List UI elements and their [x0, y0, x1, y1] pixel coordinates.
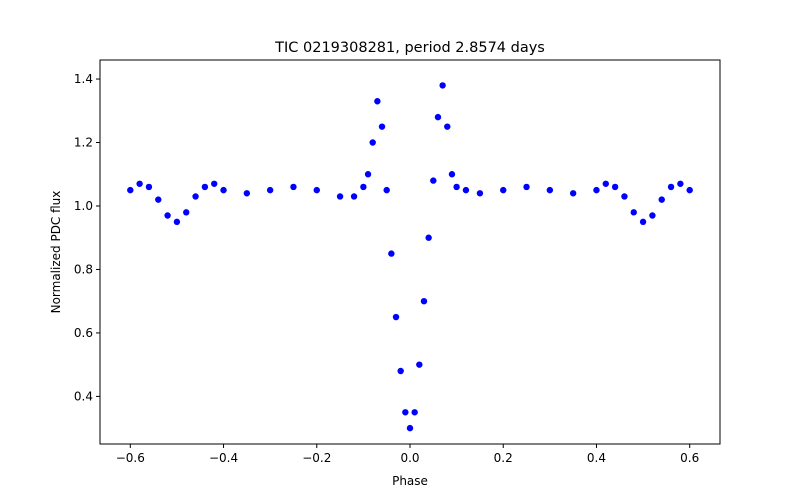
data-point: [420, 297, 428, 305]
data-point: [364, 171, 372, 178]
x-axis-label: Phase: [392, 474, 428, 488]
data-point: [523, 183, 530, 191]
data-points: [127, 82, 693, 432]
x-tick-label: 0.0: [400, 451, 419, 465]
y-tick-label: 1.2: [74, 136, 93, 150]
y-axis-label: Normalized PDC flux: [49, 191, 63, 314]
data-point: [448, 171, 456, 178]
data-point: [630, 209, 637, 216]
data-point: [313, 186, 320, 194]
plot-frame: [99, 59, 721, 445]
x-axis-ticks: −0.6 −0.4 −0.2 0.0 0.2 0.4 0.6: [116, 444, 699, 465]
data-point: [416, 361, 423, 368]
data-point: [392, 313, 400, 321]
data-point: [211, 180, 218, 187]
data-point: [602, 180, 609, 187]
data-point: [378, 123, 386, 130]
y-tick-label: 0.8: [74, 262, 93, 276]
data-point: [383, 186, 390, 194]
data-point: [155, 196, 162, 203]
x-tick-label: −0.2: [302, 451, 331, 465]
x-tick-label: −0.4: [209, 451, 238, 465]
data-point: [425, 234, 432, 241]
data-point: [434, 113, 442, 121]
data-point: [164, 212, 171, 219]
data-point: [621, 193, 628, 200]
data-point: [374, 98, 381, 105]
data-point: [411, 409, 418, 416]
data-point: [453, 183, 460, 191]
y-tick-label: 0.6: [74, 326, 93, 340]
data-point: [686, 186, 693, 194]
chart-title: TIC 0219308281, period 2.8574 days: [274, 40, 545, 56]
data-point: [593, 186, 600, 194]
y-tick-label: 1.4: [74, 72, 93, 86]
data-point: [290, 183, 297, 191]
data-point: [192, 193, 199, 200]
y-tick-label: 1.0: [74, 199, 93, 213]
data-point: [500, 186, 507, 194]
data-point: [360, 183, 367, 191]
x-tick-label: 0.2: [494, 451, 513, 465]
data-point: [220, 186, 227, 194]
x-tick-label: 0.6: [680, 451, 699, 465]
data-point: [173, 218, 181, 226]
y-tick-label: 0.4: [74, 389, 93, 403]
data-point: [369, 139, 376, 146]
data-point: [462, 186, 470, 194]
data-point: [444, 123, 451, 130]
data-point: [266, 186, 274, 194]
x-tick-label: 0.4: [587, 451, 606, 465]
data-point: [388, 250, 395, 257]
data-point: [402, 409, 409, 416]
data-point: [677, 180, 684, 187]
data-point: [243, 190, 251, 197]
data-point: [183, 209, 190, 216]
data-point: [476, 190, 484, 197]
data-point: [569, 190, 577, 197]
data-point: [136, 180, 143, 187]
data-point: [430, 177, 437, 184]
data-point: [201, 183, 209, 191]
y-axis-ticks: 0.4 0.6 0.8 1.0 1.2 1.4: [74, 72, 100, 403]
data-point: [336, 193, 344, 200]
data-point: [611, 183, 619, 191]
x-tick-label: −0.6: [116, 451, 145, 465]
data-point: [667, 183, 675, 191]
data-point: [350, 193, 358, 200]
data-point: [658, 196, 665, 203]
data-point: [639, 218, 647, 226]
data-point: [546, 186, 554, 194]
data-point: [439, 82, 446, 89]
data-point: [145, 183, 153, 191]
data-point: [649, 212, 656, 219]
data-point: [127, 186, 134, 194]
data-point: [406, 424, 414, 432]
data-point: [397, 367, 404, 375]
